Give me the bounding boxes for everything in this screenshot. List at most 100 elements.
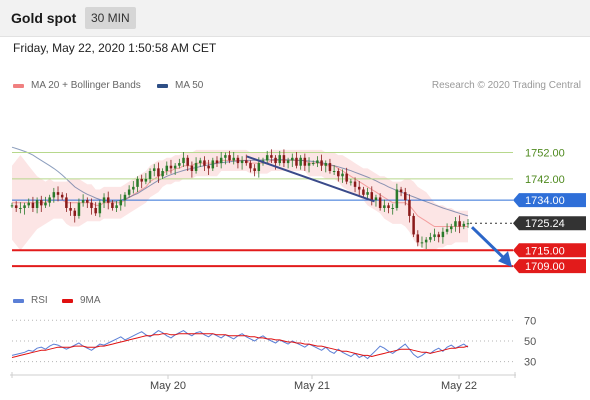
candle (211, 157, 215, 171)
candle-body (253, 168, 256, 171)
candle (77, 198, 81, 219)
candle-body (98, 202, 102, 214)
candle (219, 151, 223, 169)
candle (408, 194, 411, 223)
candle (420, 236, 424, 248)
candle-body (295, 157, 298, 166)
candle (391, 203, 394, 215)
candle (65, 193, 68, 212)
candle (173, 163, 177, 175)
candle (253, 164, 256, 177)
candle-body (445, 229, 449, 232)
candle (98, 200, 102, 218)
candle (152, 164, 156, 177)
candle-body (19, 208, 22, 209)
candle-body (52, 192, 56, 198)
candle (165, 161, 169, 175)
candle (236, 155, 240, 169)
rsi-9ma-line (11, 333, 469, 358)
candle (132, 181, 135, 194)
candle-body (86, 200, 89, 203)
x-tick-label: May 22 (441, 380, 477, 392)
candle (119, 194, 123, 211)
candle (399, 186, 403, 197)
candle (111, 200, 114, 211)
candle (378, 193, 382, 211)
candle (278, 150, 281, 166)
level-label-1715.00: 1715.00 (525, 245, 565, 257)
candle-body (127, 189, 131, 195)
ma9-swatch (62, 298, 73, 303)
candle (136, 176, 139, 193)
rsi-line (11, 330, 469, 360)
candle-body (81, 200, 85, 203)
candle-body (190, 165, 194, 171)
candle-body (378, 197, 382, 208)
candle-body (60, 194, 64, 198)
candle (299, 155, 302, 170)
legend-rsi: RSI (13, 295, 48, 306)
candle (387, 202, 390, 214)
candle-body (111, 202, 114, 208)
candle (370, 186, 374, 206)
candle-body (424, 239, 428, 243)
candle-body (119, 200, 123, 206)
candle-body (357, 186, 361, 190)
candle-body (10, 205, 14, 207)
candle (324, 160, 328, 173)
candle-body (65, 197, 68, 208)
candle-body (219, 157, 223, 164)
candle (69, 202, 72, 216)
candle (240, 156, 244, 170)
candle-body (173, 165, 177, 169)
candle (73, 208, 77, 223)
candle (199, 157, 202, 168)
candle (182, 151, 185, 168)
x-tick-label: May 21 (294, 380, 330, 392)
candle-body (291, 157, 294, 161)
candle (345, 167, 348, 185)
level-tag-1734.00 (513, 193, 586, 208)
candle-body (207, 165, 210, 169)
candle (437, 231, 440, 243)
candle (10, 202, 14, 208)
candle (316, 156, 319, 168)
candle (169, 159, 173, 174)
resistance-trendline (246, 155, 375, 203)
candle (44, 196, 47, 208)
candle-body (278, 155, 281, 164)
level-label-1725.24: 1725.24 (525, 218, 565, 230)
candle-body (265, 155, 269, 161)
timeframe-badge[interactable]: 30 MIN (85, 7, 136, 29)
candle (102, 193, 106, 208)
candle (203, 156, 206, 171)
candle-body (236, 157, 240, 164)
candle-body (240, 160, 244, 164)
candle (458, 215, 461, 234)
candle (56, 186, 60, 202)
rsi-tick-50: 50 (524, 336, 536, 348)
candle-body (416, 234, 420, 243)
candle-body (169, 165, 173, 169)
candle (466, 218, 470, 228)
candle (291, 153, 294, 168)
candle-body (106, 197, 110, 203)
candle (311, 160, 315, 166)
candle (123, 192, 127, 207)
candle (362, 186, 365, 198)
candle (48, 194, 51, 207)
candle-body (257, 163, 261, 171)
candle (353, 177, 357, 193)
candle-body (450, 226, 453, 230)
candle-body (123, 194, 127, 201)
candle-body (211, 160, 215, 169)
candle-body (353, 181, 357, 187)
candle (106, 191, 110, 210)
candle-body (341, 173, 344, 177)
candle (412, 213, 415, 238)
candle-body (115, 205, 118, 208)
level-label-1742.00: 1742.00 (525, 174, 565, 186)
candle-body (194, 163, 198, 171)
candle (286, 157, 290, 169)
candle (295, 151, 298, 169)
